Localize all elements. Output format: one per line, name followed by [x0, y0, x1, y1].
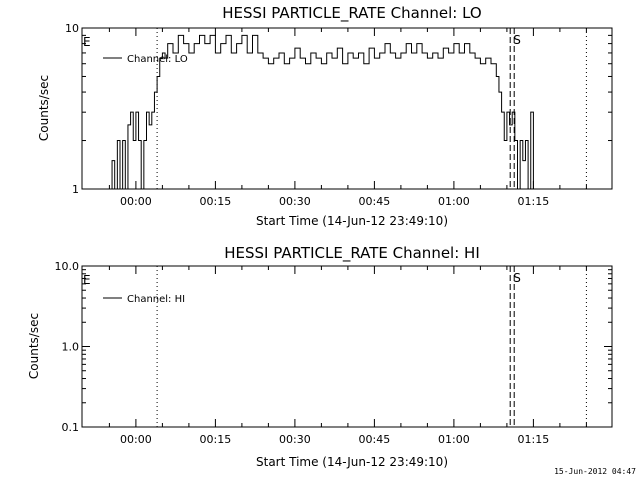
marker-label-hi: E — [83, 273, 91, 287]
x-tick-label-hi: 01:15 — [518, 433, 550, 446]
x-tick-label-lo: 00:00 — [120, 195, 152, 208]
legend-label-hi: Channel: HI — [127, 294, 185, 305]
y-tick-label-lo: 1 — [72, 183, 79, 196]
chart-title-lo: HESSI PARTICLE_RATE Channel: LO — [222, 4, 481, 23]
x-tick-label-hi: 00:00 — [120, 433, 152, 446]
panel-hi: HESSI PARTICLE_RATE Channel: HI 00:00 00:… — [27, 244, 613, 469]
y-tick-label-hi: 1.0 — [62, 341, 80, 354]
x-tick-label-lo: 00:45 — [359, 195, 391, 208]
x-tick-label-lo: 01:15 — [518, 195, 550, 208]
x-tick-label-hi: 00:30 — [279, 433, 311, 446]
y-tick-label-hi: 0.1 — [62, 421, 80, 434]
x-tick-label-lo: 00:15 — [200, 195, 232, 208]
plot-area-lo: 00:00 00:15 00:30 00:45 01:00 01:15 1 10 E S — [65, 22, 612, 208]
x-tick-label-hi: 00:15 — [200, 433, 232, 446]
marker-label-hi: S — [513, 271, 521, 285]
marker-label-lo: S — [513, 33, 521, 47]
axes-frame-hi — [81, 265, 613, 428]
x-axis-label-lo: Start Time (14-Jun-12 23:49:10) — [256, 214, 448, 228]
plot-area-hi: 00:00 00:15 00:30 00:45 01:00 01:15 0.1 1.0 10.0… — [55, 260, 612, 446]
panel-lo: HESSI PARTICLE_RATE Channel: LO 00:00 00:… — [37, 4, 613, 228]
marker-label-lo: E — [83, 35, 91, 49]
y-axis-label-lo: Counts/sec — [37, 75, 51, 141]
chart-title-hi: HESSI PARTICLE_RATE Channel: HI — [224, 244, 480, 263]
x-tick-label-lo: 00:30 — [279, 195, 311, 208]
axes-frame-lo — [81, 27, 613, 190]
series-line-lo — [98, 34, 534, 190]
legend-label-lo: Channel: LO — [127, 54, 188, 65]
x-tick-label-lo: 01:00 — [438, 195, 470, 208]
y-tick-label-lo: 10 — [65, 22, 79, 35]
x-axis-label-hi: Start Time (14-Jun-12 23:49:10) — [256, 455, 448, 469]
x-tick-label-hi: 01:00 — [438, 433, 470, 446]
y-tick-label-hi: 10.0 — [55, 260, 80, 273]
y-axis-label-hi: Counts/sec — [27, 313, 41, 379]
timestamp: 15-Jun-2012 04:47 — [554, 467, 636, 476]
x-tick-label-hi: 00:45 — [359, 433, 391, 446]
